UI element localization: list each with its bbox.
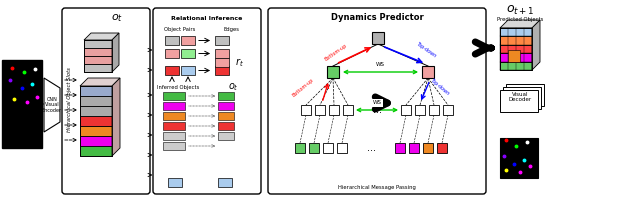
Polygon shape: [112, 78, 120, 156]
Bar: [503, 87, 541, 109]
Bar: [215, 36, 229, 45]
Polygon shape: [80, 86, 112, 96]
Bar: [218, 102, 234, 110]
Text: $o_t$: $o_t$: [111, 12, 123, 24]
Bar: [218, 178, 232, 187]
Text: Object Pairs: Object Pairs: [164, 26, 196, 31]
Text: ...: ...: [372, 105, 381, 115]
Text: ...: ...: [367, 143, 376, 153]
Polygon shape: [80, 78, 120, 86]
Text: Relational Inference: Relational Inference: [172, 16, 243, 21]
Polygon shape: [500, 62, 532, 70]
Polygon shape: [80, 106, 112, 116]
Bar: [218, 112, 234, 120]
Bar: [372, 32, 384, 44]
Polygon shape: [44, 78, 60, 132]
Bar: [309, 143, 319, 153]
Text: WS: WS: [376, 62, 385, 68]
Bar: [395, 143, 405, 153]
Bar: [422, 66, 434, 78]
Polygon shape: [500, 36, 532, 45]
Text: Bottom-up: Bottom-up: [324, 42, 348, 62]
Text: $o_{t+1}$: $o_{t+1}$: [506, 3, 534, 17]
Text: Inferred Objects: Inferred Objects: [157, 84, 199, 90]
Bar: [215, 66, 229, 75]
Polygon shape: [500, 45, 532, 53]
Text: $o_t$: $o_t$: [228, 81, 239, 93]
Bar: [500, 138, 538, 178]
Bar: [165, 36, 179, 45]
Bar: [301, 105, 311, 115]
Bar: [218, 132, 234, 140]
Bar: [337, 143, 347, 153]
Polygon shape: [80, 116, 112, 126]
FancyBboxPatch shape: [62, 8, 150, 194]
Polygon shape: [80, 96, 112, 106]
Bar: [181, 49, 195, 58]
Bar: [168, 178, 182, 187]
Bar: [343, 105, 353, 115]
Polygon shape: [84, 56, 112, 64]
Bar: [429, 105, 439, 115]
Text: Edges: Edges: [223, 26, 239, 31]
Bar: [2, 60, 42, 148]
Bar: [423, 143, 433, 153]
Bar: [181, 66, 195, 75]
Bar: [165, 66, 179, 75]
Bar: [218, 122, 234, 130]
Text: Visual
Decoder: Visual Decoder: [508, 92, 532, 102]
Bar: [181, 36, 195, 45]
Text: $r_t$: $r_t$: [235, 57, 244, 69]
Polygon shape: [500, 28, 532, 36]
Text: WS: WS: [372, 100, 381, 106]
Bar: [163, 112, 185, 120]
Bar: [163, 92, 185, 100]
Bar: [409, 143, 419, 153]
Bar: [415, 105, 425, 115]
Text: CNN
Visual
Encoder: CNN Visual Encoder: [42, 97, 62, 113]
Bar: [163, 132, 185, 140]
Bar: [165, 49, 179, 58]
Bar: [323, 143, 333, 153]
Bar: [437, 143, 447, 153]
Text: Hierarchical Message Passing: Hierarchical Message Passing: [338, 186, 416, 190]
FancyBboxPatch shape: [268, 8, 486, 194]
Bar: [329, 105, 339, 115]
Polygon shape: [532, 20, 540, 70]
Polygon shape: [80, 126, 112, 136]
Bar: [163, 102, 185, 110]
Bar: [443, 105, 453, 115]
Bar: [327, 66, 339, 78]
Text: Bottom-up: Bottom-up: [291, 78, 315, 98]
Bar: [215, 49, 229, 58]
Bar: [218, 92, 234, 100]
Polygon shape: [500, 20, 540, 28]
Polygon shape: [500, 53, 532, 62]
Bar: [295, 143, 305, 153]
Bar: [163, 122, 185, 130]
Bar: [163, 142, 185, 150]
Polygon shape: [84, 33, 119, 40]
Text: Top-down: Top-down: [429, 78, 451, 96]
Text: Dynamics Predictor: Dynamics Predictor: [331, 14, 424, 22]
Text: Hierarchical Object Slots: Hierarchical Object Slots: [67, 68, 72, 132]
Bar: [215, 58, 229, 67]
Polygon shape: [84, 64, 112, 72]
Polygon shape: [112, 33, 119, 72]
Bar: [401, 105, 411, 115]
Text: Predicted Objects: Predicted Objects: [497, 17, 543, 21]
Polygon shape: [84, 48, 112, 56]
Text: Top-down: Top-down: [415, 41, 437, 59]
Bar: [315, 105, 325, 115]
FancyBboxPatch shape: [153, 8, 261, 194]
Polygon shape: [84, 40, 112, 48]
Bar: [506, 84, 544, 106]
Bar: [500, 90, 538, 112]
Bar: [508, 50, 520, 62]
Polygon shape: [80, 146, 112, 156]
Polygon shape: [80, 136, 112, 146]
